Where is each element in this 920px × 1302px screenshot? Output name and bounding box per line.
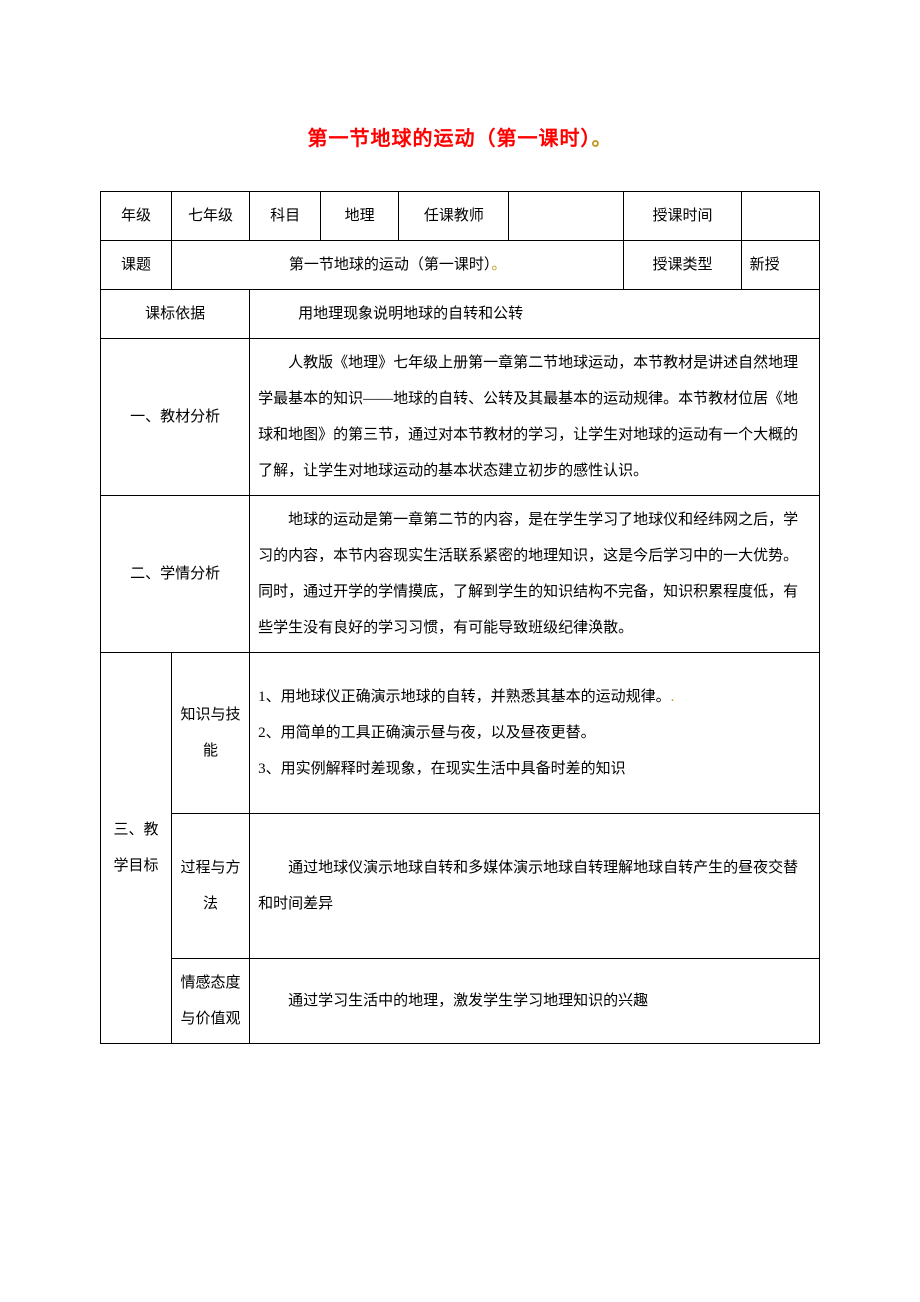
- material-analysis-text: 人教版《地理》七年级上册第一章第二节地球运动，本节教材是讲述自然地理学最基本的知…: [258, 345, 811, 489]
- k-l1-text: 1、用地球仪正确演示地球的自转，并熟悉其基本的运动规律。: [258, 689, 671, 705]
- topic-value: 第一节地球的运动（第一课时）。: [171, 241, 623, 290]
- standard-label: 课标依据: [101, 290, 250, 339]
- knowledge-skill-label: 知识与技能: [171, 653, 249, 814]
- knowledge-skill-content: 1、用地球仪正确演示地球的自转，并熟悉其基本的运动规律。. 2、用简单的工具正确…: [250, 653, 820, 814]
- document-title: 第一节地球的运动（第一课时）。: [100, 115, 820, 163]
- attitude-content: 通过学习生活中的地理，激发学生学习地理知识的兴趣: [250, 959, 820, 1044]
- table-row: 三、教学目标 知识与技能 1、用地球仪正确演示地球的自转，并熟悉其基本的运动规律…: [101, 653, 820, 814]
- student-analysis-label: 二、学情分析: [101, 496, 250, 653]
- lesson-plan-table: 年级 七年级 科目 地理 任课教师 授课时间 课题 第一节地球的运动（第一课时）…: [100, 191, 820, 1044]
- knowledge-line-3: 3、用实例解释时差现象，在现实生活中具备时差的知识: [258, 751, 811, 787]
- process-method-text: 通过地球仪演示地球自转和多媒体演示地球自转理解地球自转产生的昼夜交替和时间差异: [258, 850, 811, 922]
- grade-label: 年级: [101, 192, 172, 241]
- table-row: 年级 七年级 科目 地理 任课教师 授课时间: [101, 192, 820, 241]
- knowledge-line-1: 1、用地球仪正确演示地球的自转，并熟悉其基本的运动规律。.: [258, 679, 811, 715]
- table-row: 课题 第一节地球的运动（第一课时）。 授课类型 新授: [101, 241, 820, 290]
- material-analysis-label: 一、教材分析: [101, 339, 250, 496]
- goals-label: 三、教学目标: [101, 653, 172, 1044]
- teacher-value: [509, 192, 624, 241]
- attitude-label: 情感态度与价值观: [171, 959, 249, 1044]
- standard-text: 用地理现象说明地球的自转和公转: [298, 306, 523, 322]
- table-row: 过程与方法 通过地球仪演示地球自转和多媒体演示地球自转理解地球自转产生的昼夜交替…: [101, 814, 820, 959]
- type-label: 授课类型: [624, 241, 741, 290]
- table-row: 情感态度与价值观 通过学习生活中的地理，激发学生学习地理知识的兴趣: [101, 959, 820, 1044]
- student-analysis-text: 地球的运动是第一章第二节的内容，是在学生学习了地球仪和经纬网之后，学习的内容，本…: [258, 502, 811, 646]
- subject-value: 地理: [321, 192, 399, 241]
- time-value: [741, 192, 819, 241]
- topic-punct: 。: [491, 257, 506, 273]
- teacher-label: 任课教师: [399, 192, 509, 241]
- topic-label: 课题: [101, 241, 172, 290]
- attitude-text: 通过学习生活中的地理，激发学生学习地理知识的兴趣: [258, 983, 811, 1019]
- knowledge-line-2: 2、用简单的工具正确演示昼与夜，以及昼夜更替。: [258, 715, 811, 751]
- title-punct: 。: [592, 128, 613, 150]
- time-label: 授课时间: [624, 192, 741, 241]
- table-row: 二、学情分析 地球的运动是第一章第二节的内容，是在学生学习了地球仪和经纬网之后，…: [101, 496, 820, 653]
- type-value: 新授: [741, 241, 819, 290]
- topic-text: 第一节地球的运动（第一课时）: [289, 257, 492, 273]
- k-l1-punct: .: [671, 689, 675, 705]
- subject-label: 科目: [250, 192, 321, 241]
- student-analysis-content: 地球的运动是第一章第二节的内容，是在学生学习了地球仪和经纬网之后，学习的内容，本…: [250, 496, 820, 653]
- standard-value: 用地理现象说明地球的自转和公转: [250, 290, 820, 339]
- table-row: 课标依据 用地理现象说明地球的自转和公转: [101, 290, 820, 339]
- process-method-label: 过程与方法: [171, 814, 249, 959]
- table-row: 一、教材分析 人教版《地理》七年级上册第一章第二节地球运动，本节教材是讲述自然地…: [101, 339, 820, 496]
- process-method-content: 通过地球仪演示地球自转和多媒体演示地球自转理解地球自转产生的昼夜交替和时间差异: [250, 814, 820, 959]
- grade-value: 七年级: [171, 192, 249, 241]
- material-analysis-content: 人教版《地理》七年级上册第一章第二节地球运动，本节教材是讲述自然地理学最基本的知…: [250, 339, 820, 496]
